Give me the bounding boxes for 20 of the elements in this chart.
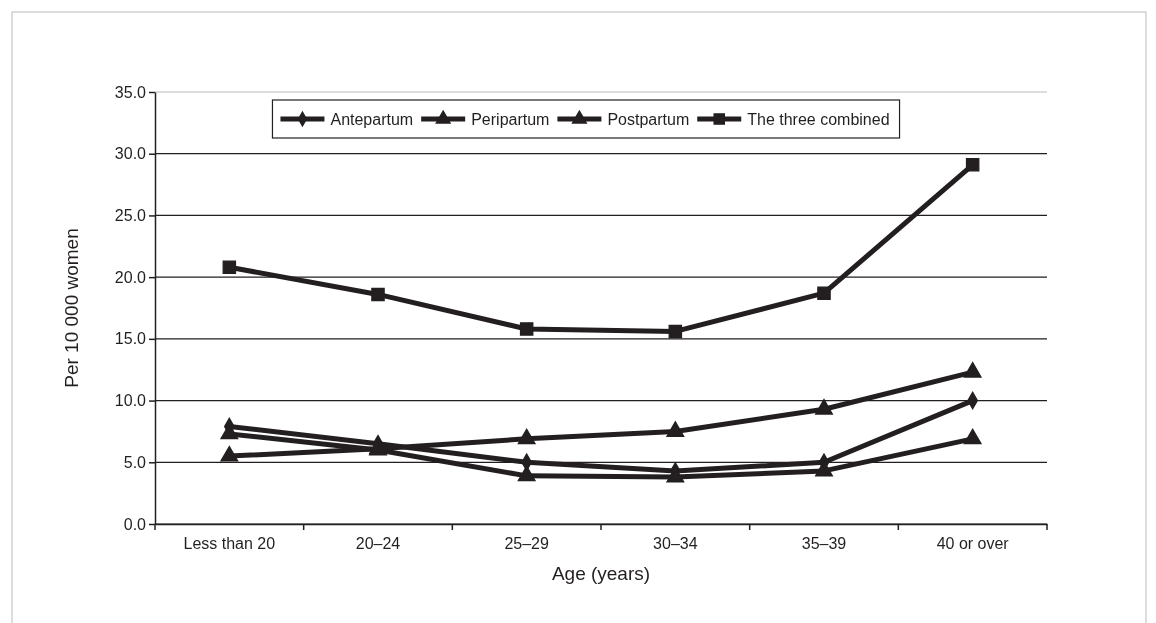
- y-tick-label: 25.0: [114, 207, 147, 225]
- x-tick-label: Less than 20: [183, 535, 276, 553]
- x-tick-label: 40 or over: [936, 535, 1010, 553]
- y-axis-title: Per 10 000 women: [61, 228, 82, 388]
- legend-label: Peripartum: [471, 111, 550, 128]
- x-tick-label: 20–24: [355, 535, 401, 553]
- x-tick-label: 25–29: [504, 535, 550, 553]
- legend-label: Antepartum: [330, 111, 414, 128]
- y-tick-label: 20.0: [114, 268, 147, 286]
- x-axis-title: Age (years): [551, 563, 651, 584]
- legend-label: The three combined: [747, 111, 890, 128]
- y-tick-label: 35.0: [114, 83, 147, 101]
- legend-label: Postpartum: [607, 111, 690, 128]
- y-tick-label: 15.0: [114, 330, 147, 348]
- x-tick-label: 30–34: [653, 535, 698, 553]
- y-tick-label: 30.0: [114, 145, 147, 163]
- y-tick-label: 0.0: [123, 515, 147, 533]
- y-tick-label: 5.0: [123, 453, 147, 471]
- y-tick-label: 10.0: [114, 392, 147, 410]
- x-tick-label: 35–39: [801, 535, 847, 553]
